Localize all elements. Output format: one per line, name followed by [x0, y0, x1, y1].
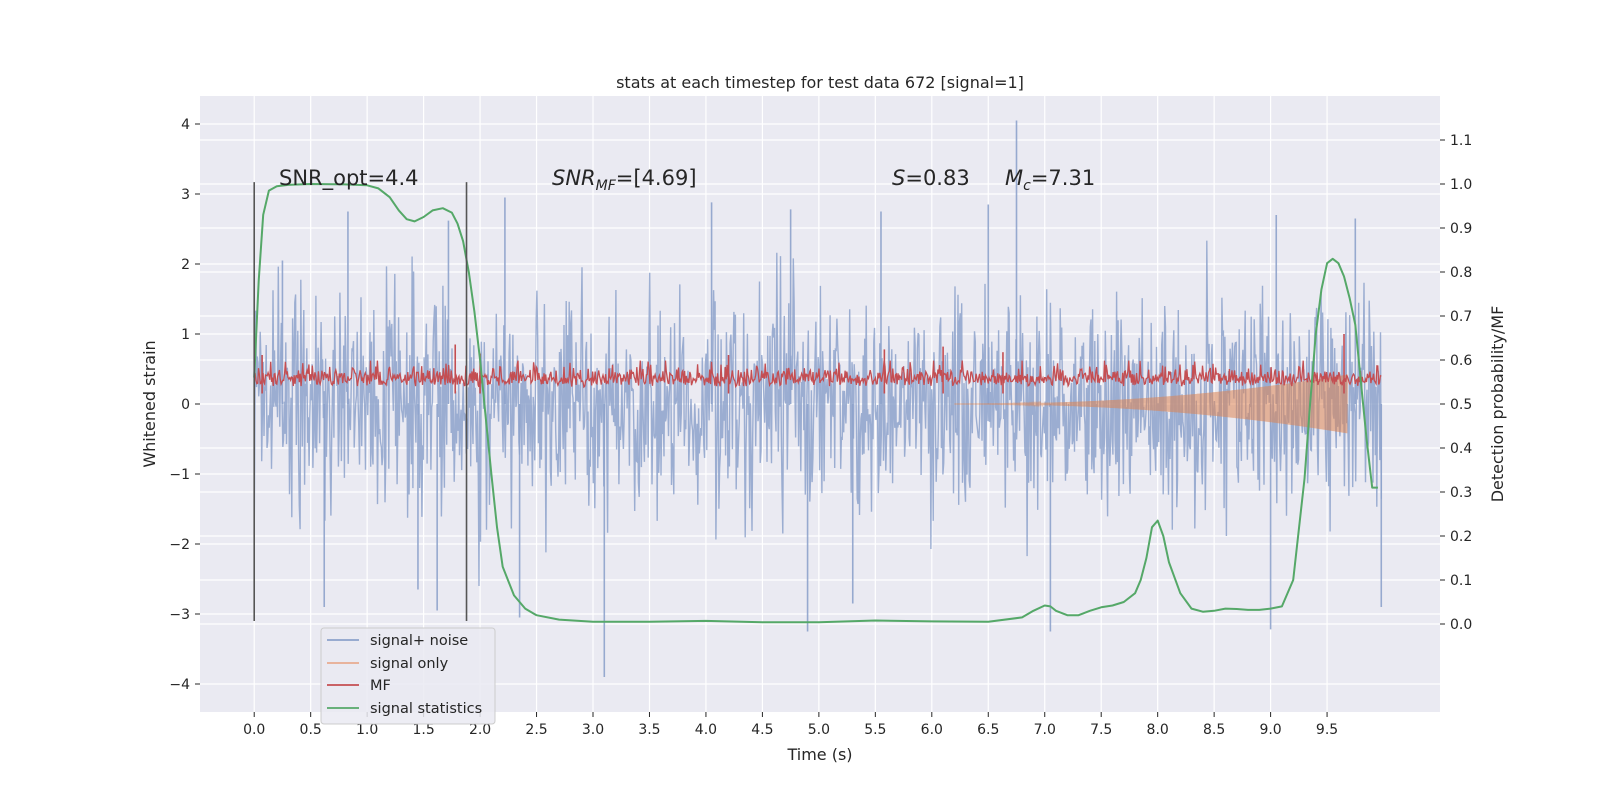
- annotation-snr-opt: SNR_opt=4.4: [279, 166, 419, 191]
- x-tick-label: 3.5: [638, 722, 660, 738]
- annotation-mc: Mc=7.31: [1005, 166, 1095, 194]
- y-axis-right-ticks: 0.0 0.1 0.2 0.3 0.4 0.5 0.6 0.7 0.8 0.9 1.0 1.1: [1440, 133, 1472, 633]
- annotation-mc-subscript: c: [1023, 178, 1031, 194]
- x-axis-label: Time (s): [786, 745, 852, 764]
- y-left-tick-label: 4: [181, 117, 190, 133]
- y-right-tick-label: 0.0: [1450, 617, 1472, 633]
- x-tick-label: 1.5: [412, 722, 434, 738]
- y-left-tick-label: 1: [181, 327, 190, 343]
- x-tick-label: 4.5: [751, 722, 773, 738]
- y-right-tick-label: 0.4: [1450, 441, 1472, 457]
- annotation-snr-mf-value: =[4.69]: [616, 166, 697, 190]
- annotation-s-value: =0.83: [905, 166, 969, 190]
- y-right-tick-label: 0.9: [1450, 221, 1472, 237]
- y-right-tick-label: 0.1: [1450, 573, 1472, 589]
- x-axis-ticks: 0.0 0.5 1.0 1.5 2.0 2.5 3.0 3.5 4.0 4.5 5.0 5.5 6.0 6…: [243, 712, 1338, 738]
- chart-title: stats at each timestep for test data 672…: [616, 73, 1024, 92]
- x-tick-label: 7.5: [1090, 722, 1112, 738]
- y-left-tick-label: 3: [181, 187, 190, 203]
- x-tick-label: 5.5: [864, 722, 886, 738]
- x-tick-label: 6.0: [921, 722, 943, 738]
- y-left-tick-label: −1: [169, 467, 190, 483]
- annotation-mc-symbol: M: [1005, 166, 1023, 190]
- series-signal-statistics: [253, 183, 1378, 624]
- x-tick-label: 8.5: [1203, 722, 1225, 738]
- x-tick-label: 0.5: [300, 722, 322, 738]
- x-tick-label: 7.0: [1034, 722, 1056, 738]
- y-axis-left-ticks: −4 −3 −2 −1 0 1 2 3 4: [169, 117, 200, 693]
- grid-lines: [200, 96, 1440, 712]
- y-right-tick-label: 1.0: [1450, 177, 1472, 193]
- x-tick-label: 6.5: [977, 722, 999, 738]
- x-tick-label: 5.0: [808, 722, 830, 738]
- legend-label-signal-statistics: signal statistics: [370, 701, 482, 717]
- annotation-snr-mf: SNRMF=[4.69]: [552, 166, 697, 194]
- y-right-tick-label: 1.1: [1450, 133, 1472, 149]
- x-tick-label: 3.0: [582, 722, 604, 738]
- x-tick-label: 9.0: [1259, 722, 1281, 738]
- y-left-tick-label: −3: [169, 607, 190, 623]
- x-tick-label: 2.5: [525, 722, 547, 738]
- x-tick-label: 4.0: [695, 722, 717, 738]
- y-left-tick-label: −2: [169, 537, 190, 553]
- annotation-mc-value: =7.31: [1031, 166, 1095, 190]
- y-left-tick-label: 2: [181, 257, 190, 273]
- y-right-tick-label: 0.8: [1450, 265, 1472, 281]
- y-right-tick-label: 0.2: [1450, 529, 1472, 545]
- x-tick-label: 9.5: [1316, 722, 1338, 738]
- y-right-tick-label: 0.5: [1450, 397, 1472, 413]
- series-mf: [253, 334, 1382, 394]
- annotation-s: S=0.83: [892, 166, 970, 190]
- mf-line: [253, 360, 1382, 389]
- y-right-tick-label: 0.3: [1450, 485, 1472, 501]
- annotation-s-symbol: S: [892, 166, 905, 190]
- x-tick-label: 2.0: [469, 722, 491, 738]
- x-tick-label: 0.0: [243, 722, 265, 738]
- x-tick-label: 8.0: [1147, 722, 1169, 738]
- y-right-tick-label: 0.7: [1450, 309, 1472, 325]
- legend-label-mf: MF: [370, 678, 391, 694]
- vertical-markers: [253, 182, 468, 621]
- y-axis-right-label: Detection probability/MF: [1488, 306, 1507, 503]
- annotation-snr-mf-subscript: MF: [596, 178, 617, 194]
- y-axis-left-label: Whitened strain: [140, 340, 159, 467]
- y-right-tick-label: 0.6: [1450, 353, 1472, 369]
- series-signal-only: [954, 374, 1348, 434]
- legend-label-signal-plus-noise: signal+ noise: [370, 633, 468, 649]
- annotation-snr-mf-symbol: SNR: [552, 166, 596, 190]
- legend: signal+ noise signal only MF signal stat…: [320, 627, 496, 725]
- legend-label-signal-only: signal only: [370, 656, 449, 672]
- legend-box: [320, 627, 496, 725]
- y-left-tick-label: 0: [181, 397, 190, 413]
- y-left-tick-label: −4: [169, 677, 190, 693]
- signal-statistics-line: [253, 183, 1378, 624]
- x-tick-label: 1.0: [356, 722, 378, 738]
- signal-only-line: [954, 374, 1348, 434]
